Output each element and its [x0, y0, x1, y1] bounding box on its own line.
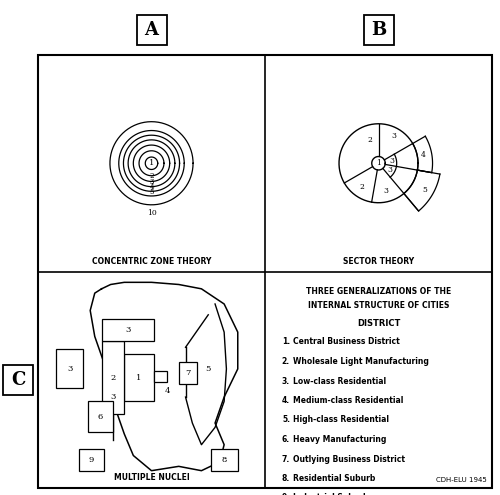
Text: 5: 5	[149, 188, 154, 196]
Bar	[88, 401, 113, 432]
Text: DISTRICT: DISTRICT	[357, 319, 400, 329]
Text: 8: 8	[222, 456, 227, 464]
Bar	[56, 349, 84, 389]
Text: Residential Suburb: Residential Suburb	[293, 474, 376, 483]
FancyBboxPatch shape	[136, 15, 166, 45]
Text: 3: 3	[392, 132, 396, 140]
Text: 3: 3	[125, 326, 130, 334]
Text: 3: 3	[67, 365, 72, 373]
Bar	[102, 341, 124, 414]
Text: 1: 1	[149, 159, 154, 167]
Text: 7.: 7.	[282, 454, 290, 463]
Text: 5.: 5.	[282, 415, 290, 425]
Text: Medium-class Residential: Medium-class Residential	[293, 396, 404, 405]
Text: 9.: 9.	[282, 494, 290, 495]
Bar	[102, 319, 154, 341]
Text: 3: 3	[150, 178, 154, 186]
Text: MULTIPLE NUCLEI: MULTIPLE NUCLEI	[114, 474, 190, 483]
Text: Outlying Business District: Outlying Business District	[293, 454, 405, 463]
Text: 2: 2	[110, 374, 116, 382]
Text: 9: 9	[88, 456, 94, 464]
Text: 4: 4	[421, 151, 426, 159]
Text: 4: 4	[164, 387, 170, 395]
Bar	[124, 354, 154, 401]
Text: 3.: 3.	[282, 377, 290, 386]
Text: 5: 5	[423, 186, 428, 194]
Text: 2: 2	[360, 183, 364, 191]
Text: 4.: 4.	[282, 396, 290, 405]
Text: 2: 2	[368, 136, 372, 144]
Text: 3: 3	[388, 166, 392, 174]
Text: Industrial Suburb: Industrial Suburb	[293, 494, 368, 495]
Text: High-class Residential: High-class Residential	[293, 415, 389, 425]
Text: Central Business District: Central Business District	[293, 338, 400, 346]
Bar	[210, 449, 238, 471]
Bar	[38, 55, 492, 488]
Text: 1: 1	[376, 159, 381, 167]
Bar	[178, 362, 197, 384]
Text: CDH-ELU 1945: CDH-ELU 1945	[436, 477, 487, 483]
Text: 10: 10	[146, 209, 156, 217]
Text: 2.: 2.	[282, 357, 290, 366]
Text: INTERNAL STRUCTURE OF CITIES: INTERNAL STRUCTURE OF CITIES	[308, 300, 449, 309]
Text: 1.: 1.	[282, 338, 290, 346]
FancyBboxPatch shape	[364, 15, 394, 45]
Text: 3: 3	[110, 393, 116, 401]
Text: 8.: 8.	[282, 474, 290, 483]
Text: 4: 4	[149, 183, 154, 191]
Bar	[79, 449, 104, 471]
FancyBboxPatch shape	[3, 365, 33, 395]
Text: 3: 3	[384, 187, 388, 196]
Text: A: A	[144, 21, 158, 39]
Text: C: C	[11, 371, 25, 389]
Text: SECTOR THEORY: SECTOR THEORY	[343, 257, 414, 266]
Text: 1: 1	[136, 374, 141, 382]
Text: CONCENTRIC ZONE THEORY: CONCENTRIC ZONE THEORY	[92, 257, 211, 266]
Text: Wholesale Light Manufacturing: Wholesale Light Manufacturing	[293, 357, 429, 366]
Text: THREE GENERALIZATIONS OF THE: THREE GENERALIZATIONS OF THE	[306, 288, 451, 297]
Text: 2: 2	[149, 172, 154, 180]
Text: 7: 7	[185, 369, 190, 377]
Text: Low-class Residential: Low-class Residential	[293, 377, 386, 386]
Text: 6.: 6.	[282, 435, 290, 444]
Text: B: B	[371, 21, 386, 39]
Text: 6: 6	[98, 412, 103, 421]
Bar	[154, 371, 168, 382]
Text: Heavy Manufacturing: Heavy Manufacturing	[293, 435, 386, 444]
Text: 3: 3	[390, 157, 394, 165]
Text: 5: 5	[206, 365, 211, 373]
